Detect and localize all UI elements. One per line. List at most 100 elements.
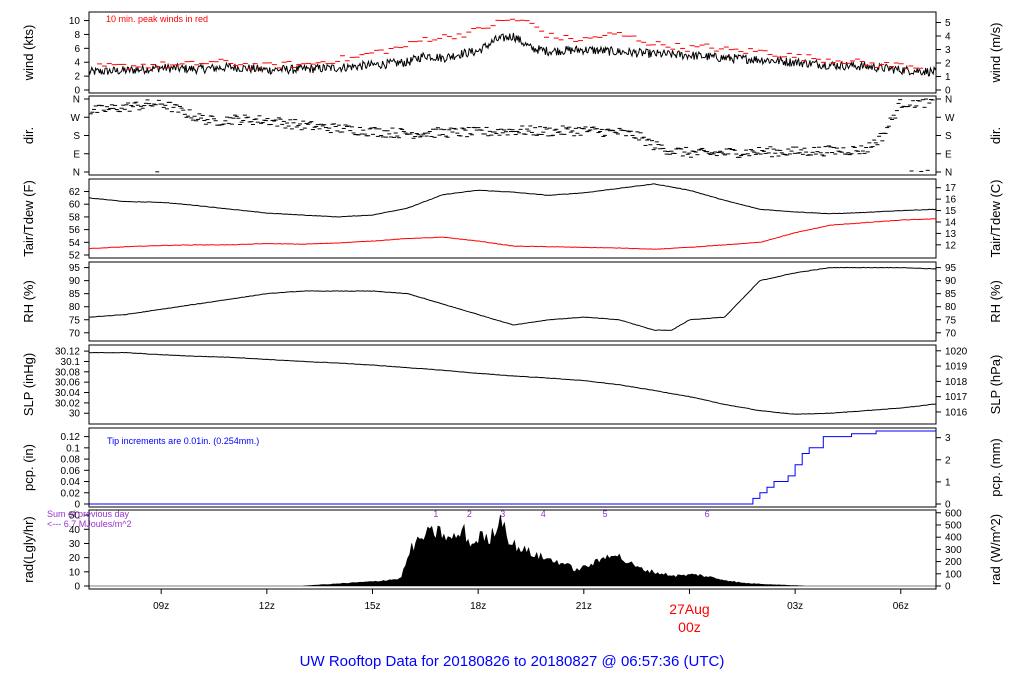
rh-left-tick-label: 70 <box>69 328 81 339</box>
rh-left-tick-label: 85 <box>69 289 81 300</box>
panel-rh: 70 75 80 85 90 95 70 75 80 85 90 95 RH (%) RH (%) <box>21 261 1003 342</box>
wind-left-tick-label: 4 <box>74 58 80 69</box>
slp-right-tick-label: 1017 <box>945 392 968 403</box>
temp-series-Tair <box>88 183 937 218</box>
slp-left-tick-label: 30.12 <box>55 347 80 358</box>
dir-left-tick-label: E <box>73 149 80 160</box>
dir-series-0 <box>88 98 935 173</box>
pcp-left-tick-label: 0.06 <box>61 466 81 477</box>
dir-right-tick-label: N <box>945 95 952 106</box>
pcp-left-tick-label: 0.12 <box>61 432 81 443</box>
wind-left-tick-label: 10 <box>69 16 81 27</box>
dir-right-tick-label: W <box>945 113 955 124</box>
temp-left-tick-label: 60 <box>69 200 81 211</box>
slp-left-tick-label: 30.02 <box>55 398 80 409</box>
temp-left-tick-label: 54 <box>69 238 81 249</box>
rh-left-tick-label: 95 <box>69 263 81 274</box>
rad-left-tick-label: 30 <box>69 539 81 550</box>
temp-left-tick-label: 62 <box>69 187 81 198</box>
pcp-right-tick-label: 0 <box>945 500 951 511</box>
dir-right-axis-title: dir. <box>988 127 1003 144</box>
wind-series-peak <box>97 18 924 70</box>
slp-left-tick-label: 30.1 <box>61 357 81 368</box>
wind-left-tick-label: 2 <box>74 72 80 83</box>
rad-right-tick-label: 600 <box>945 508 962 519</box>
slp-frame <box>88 344 937 425</box>
wind-right-tick-label: 4 <box>945 32 951 43</box>
rad-marker-label: 6 <box>705 509 710 519</box>
rad-right-tick-label: 500 <box>945 520 962 531</box>
time-tick-label: 09z <box>153 601 169 612</box>
pcp-series-precip <box>89 430 936 505</box>
temp-left-tick-label: 56 <box>69 225 81 236</box>
rh-left-tick-label: 80 <box>69 302 81 313</box>
dir-left-axis-title: dir. <box>21 127 36 144</box>
temp-right-tick-label: 12 <box>945 240 957 251</box>
time-tick-label: 15z <box>364 601 380 612</box>
wind-right-tick-label: 3 <box>945 45 951 56</box>
wind-frame <box>88 11 937 94</box>
dir-right-tick-label: S <box>945 131 952 142</box>
rh-left-tick-label: 75 <box>69 315 81 326</box>
rh-left-axis-title: RH (%) <box>21 280 36 323</box>
rh-right-axis-title: RH (%) <box>988 280 1003 323</box>
rad-annotation-line: Sum of previous day <box>47 509 130 519</box>
rad-right-axis-title: rad (W/m^2) <box>988 514 1003 585</box>
dir-left-tick-label: N <box>73 168 80 179</box>
rad-left-axis-title: rad(Lgly/hr) <box>21 516 36 582</box>
slp-right-tick-label: 1016 <box>945 407 968 418</box>
rad-marker-label: 5 <box>602 509 607 519</box>
rh-right-tick-label: 75 <box>945 315 957 326</box>
temp-right-axis-title: Tair/Tdew (C) <box>988 179 1003 257</box>
rh-right-tick-label: 80 <box>945 302 957 313</box>
slp-left-tick-label: 30.04 <box>55 388 80 399</box>
pcp-left-tick-label: 0.08 <box>61 455 81 466</box>
temp-left-tick-label: 58 <box>69 212 81 223</box>
slp-right-tick-label: 1020 <box>945 346 968 357</box>
rad-annotation-line: <--- 6.7 MJoules/m^2 <box>47 519 132 529</box>
rh-right-tick-label: 85 <box>945 289 957 300</box>
pcp-right-tick-label: 1 <box>945 477 951 488</box>
day-time-label: 00z <box>678 619 701 635</box>
temp-right-tick-label: 16 <box>945 195 957 206</box>
rad-left-tick-label: 20 <box>69 553 81 564</box>
chart-title: UW Rooftop Data for 20180826 to 20180827… <box>300 653 725 670</box>
wind-left-tick-label: 0 <box>74 86 80 97</box>
rad-left-tick-label: 0 <box>74 582 80 593</box>
dir-right-tick-label: N <box>945 168 952 179</box>
temp-right-tick-label: 15 <box>945 206 957 217</box>
rad-series-0 <box>89 514 936 587</box>
panel-rad: 010203040500100200300400500600rad(Lgly/h… <box>21 508 1003 592</box>
pcp-left-tick-label: 0.02 <box>61 488 81 499</box>
panel-wind: 0 2 4 6 8 10 0 1 2 3 4 5 wind (kts) wind (m/s) 10 min.… <box>21 11 1003 97</box>
wind-left-axis-title: wind (kts) <box>21 25 36 82</box>
rad-marker-label: 4 <box>541 509 546 519</box>
wind-right-tick-label: 2 <box>945 59 951 70</box>
temp-right-tick-label: 13 <box>945 229 957 240</box>
rh-left-tick-label: 90 <box>69 276 81 287</box>
time-tick-label: 21z <box>576 601 592 612</box>
slp-left-tick-label: 30.06 <box>55 378 80 389</box>
pcp-right-axis-title: pcp. (mm) <box>988 438 1003 497</box>
wind-annotation: 10 min. peak winds in red <box>106 14 208 24</box>
rh-right-tick-label: 90 <box>945 276 957 287</box>
pcp-frame <box>88 427 937 508</box>
rh-right-tick-label: 70 <box>945 328 957 339</box>
rad-right-tick-label: 200 <box>945 557 962 568</box>
slp-right-tick-label: 1019 <box>945 362 968 373</box>
rad-marker-label: 2 <box>467 509 472 519</box>
slp-right-tick-label: 1018 <box>945 377 968 388</box>
rh-series-0 <box>89 266 937 331</box>
slp-left-axis-title: SLP (inHg) <box>21 353 36 416</box>
dir-left-tick-label: W <box>71 113 81 124</box>
wind-right-axis-title: wind (m/s) <box>988 23 1003 84</box>
time-tick-label: 03z <box>787 601 803 612</box>
temp-series-Tdew <box>88 218 937 250</box>
time-axis: 09z 12z 15z 18z 21z 03z 06z 27Aug 00z <box>153 589 909 635</box>
